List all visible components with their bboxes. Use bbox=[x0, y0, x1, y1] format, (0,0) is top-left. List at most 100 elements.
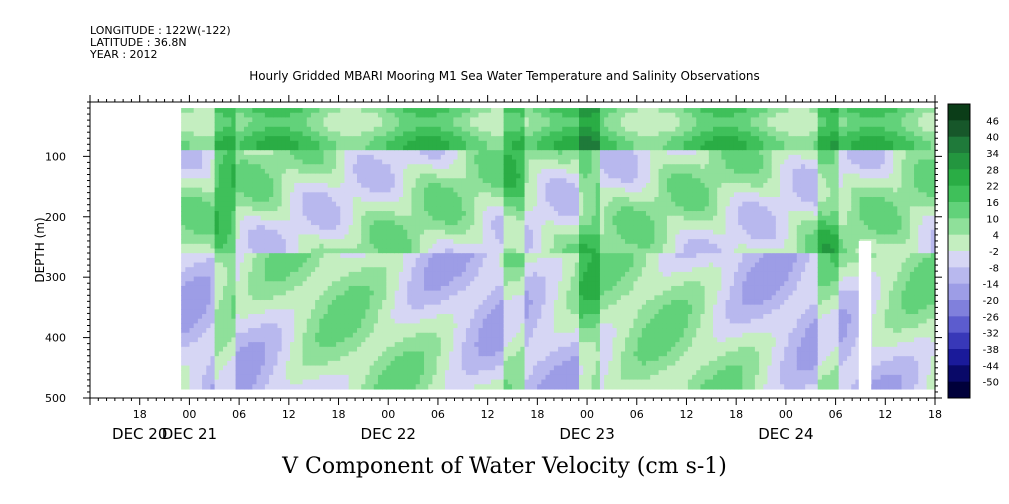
heatmap-cell bbox=[482, 196, 488, 203]
heatmap-cell bbox=[373, 304, 379, 310]
heatmap-cell bbox=[252, 379, 258, 385]
heatmap-cell bbox=[260, 150, 266, 156]
heatmap-cell bbox=[495, 239, 501, 245]
heatmap-cell bbox=[294, 262, 299, 268]
heatmap-cell bbox=[323, 365, 329, 371]
heatmap-cell bbox=[285, 337, 291, 343]
heatmap-cell bbox=[277, 108, 283, 114]
heatmap-cell bbox=[511, 351, 517, 357]
heatmap-cell bbox=[415, 187, 421, 193]
heatmap-cell bbox=[369, 211, 375, 217]
heatmap-cell bbox=[365, 290, 371, 296]
heatmap-cell bbox=[419, 220, 425, 226]
heatmap-cell bbox=[520, 178, 526, 184]
heatmap-cell bbox=[273, 173, 279, 179]
heatmap-cell bbox=[348, 126, 354, 133]
heatmap-cell bbox=[348, 211, 354, 217]
heatmap-cell bbox=[373, 108, 379, 114]
heatmap-cell bbox=[386, 328, 392, 334]
heatmap-cell bbox=[482, 281, 488, 287]
heatmap-cell bbox=[390, 122, 396, 128]
heatmap-cell bbox=[252, 112, 258, 118]
heatmap-cell bbox=[302, 211, 308, 217]
heatmap-cell bbox=[243, 309, 249, 315]
heatmap-cell bbox=[352, 290, 358, 296]
heatmap-cell bbox=[281, 206, 287, 212]
heatmap-cell bbox=[239, 271, 245, 278]
heatmap-cell bbox=[331, 220, 337, 226]
heatmap-cell bbox=[470, 257, 475, 264]
heatmap-cell bbox=[340, 276, 346, 282]
heatmap-cell bbox=[453, 126, 459, 133]
heatmap-cell bbox=[390, 178, 396, 184]
heatmap-cell bbox=[340, 337, 346, 343]
heatmap-cell bbox=[323, 112, 329, 118]
heatmap-cell bbox=[352, 276, 358, 282]
heatmap-cell bbox=[428, 356, 434, 362]
heatmap-cell bbox=[256, 215, 262, 221]
heatmap-cell bbox=[511, 365, 517, 371]
heatmap-cell bbox=[197, 206, 203, 212]
heatmap-cell bbox=[511, 337, 517, 343]
heatmap-cell bbox=[269, 159, 274, 165]
heatmap-cell bbox=[499, 285, 505, 292]
heatmap-cell bbox=[486, 262, 492, 268]
heatmap-cell bbox=[457, 140, 463, 147]
heatmap-cell bbox=[398, 173, 404, 179]
heatmap-cell bbox=[348, 281, 354, 287]
heatmap-cell bbox=[419, 309, 425, 315]
heatmap-cell bbox=[491, 211, 496, 217]
heatmap-cell bbox=[298, 234, 304, 240]
heatmap-cell bbox=[403, 290, 408, 296]
heatmap-cell bbox=[486, 196, 492, 203]
heatmap-cell bbox=[377, 342, 383, 348]
heatmap-cell bbox=[336, 229, 341, 236]
heatmap-cell bbox=[185, 215, 191, 221]
heatmap-cell bbox=[223, 136, 228, 142]
heatmap-cell bbox=[482, 346, 488, 353]
heatmap-cell bbox=[336, 154, 341, 161]
heatmap-cell bbox=[319, 328, 325, 334]
heatmap-cell bbox=[340, 299, 346, 306]
heatmap-cell bbox=[377, 285, 383, 292]
heatmap-cell bbox=[231, 318, 237, 324]
heatmap-cell bbox=[373, 215, 379, 221]
heatmap-cell bbox=[348, 182, 354, 189]
heatmap-cell bbox=[453, 314, 459, 320]
heatmap-cell bbox=[310, 360, 316, 367]
heatmap-cell bbox=[319, 285, 325, 292]
heatmap-cell bbox=[482, 192, 488, 198]
heatmap-cell bbox=[290, 365, 295, 371]
heatmap-cell bbox=[478, 131, 484, 137]
heatmap-cell bbox=[227, 225, 232, 231]
heatmap-cell bbox=[499, 374, 505, 381]
heatmap-cell bbox=[323, 290, 329, 296]
heatmap-cell bbox=[516, 243, 521, 250]
heatmap-cell bbox=[206, 384, 212, 390]
heatmap-cell bbox=[352, 295, 358, 301]
heatmap-cell bbox=[394, 168, 400, 175]
heatmap-cell bbox=[528, 150, 534, 156]
heatmap-cell bbox=[482, 257, 488, 264]
heatmap-cell bbox=[461, 299, 467, 306]
heatmap-cell bbox=[348, 290, 354, 296]
heatmap-cell bbox=[281, 332, 287, 339]
heatmap-cell bbox=[239, 257, 245, 264]
heatmap-cell bbox=[331, 346, 337, 353]
heatmap-cell bbox=[269, 122, 274, 128]
heatmap-cell bbox=[482, 271, 488, 278]
heatmap-cell bbox=[465, 365, 471, 371]
heatmap-cell bbox=[436, 243, 442, 250]
heatmap-cell bbox=[248, 290, 253, 296]
heatmap-cell bbox=[357, 342, 362, 348]
heatmap-cell bbox=[260, 211, 266, 217]
heatmap-cell bbox=[432, 346, 438, 353]
heatmap-cell bbox=[516, 318, 521, 324]
heatmap-cell bbox=[407, 337, 413, 343]
heatmap-cell bbox=[243, 304, 249, 310]
heatmap-cell bbox=[306, 108, 312, 114]
heatmap-cell bbox=[331, 243, 337, 250]
heatmap-cell bbox=[227, 192, 232, 198]
heatmap-cell bbox=[461, 112, 467, 118]
heatmap-cell bbox=[520, 299, 526, 306]
